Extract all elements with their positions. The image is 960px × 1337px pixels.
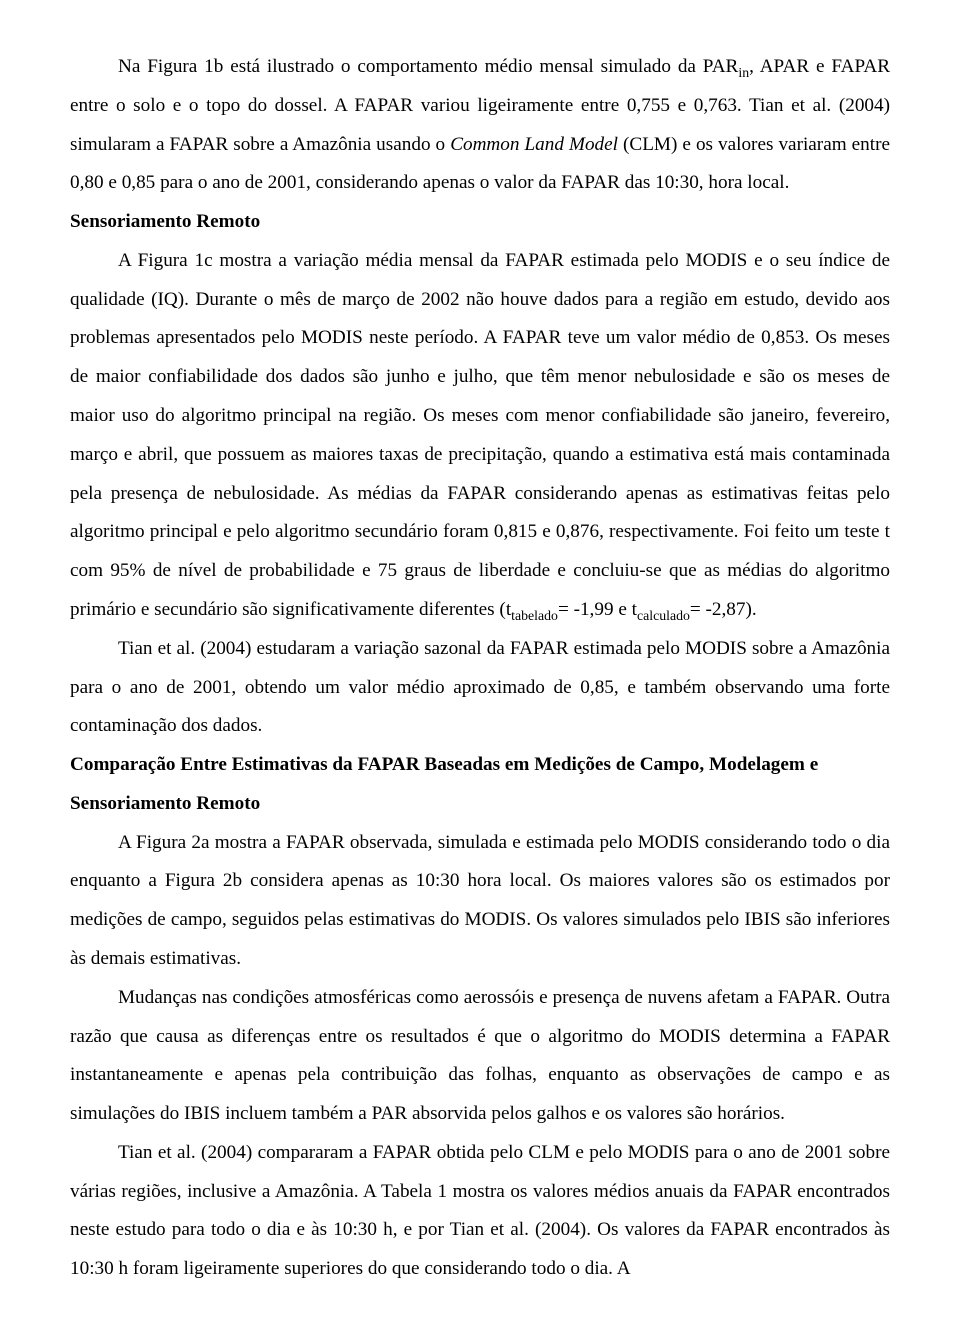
text-run: Na Figura 1b está ilustrado o comportame… — [118, 56, 738, 77]
body-paragraph: Na Figura 1b está ilustrado o comportame… — [70, 48, 890, 203]
body-paragraph: A Figura 1c mostra a variação média mens… — [70, 242, 890, 630]
text-run: Tian et al. (2004) estudaram a variação … — [70, 638, 890, 737]
text-run: = -1,99 e t — [558, 599, 637, 620]
subscript: calculado — [637, 608, 690, 623]
body-paragraph: Mudanças nas condições atmosféricas como… — [70, 979, 890, 1134]
text-run: Mudanças nas condições atmosféricas como… — [70, 987, 890, 1124]
body-paragraph: A Figura 2a mostra a FAPAR observada, si… — [70, 824, 890, 979]
italic-term: Common Land Model — [450, 134, 618, 155]
heading-text: Sensoriamento Remoto — [70, 211, 260, 232]
subscript: in — [738, 65, 749, 80]
text-run: A Figura 1c mostra a variação média mens… — [70, 250, 890, 620]
heading-text: Comparação Entre Estimativas da FAPAR Ba… — [70, 754, 818, 814]
text-run: = -2,87). — [690, 599, 757, 620]
section-heading: Comparação Entre Estimativas da FAPAR Ba… — [70, 746, 890, 824]
subscript: tabelado — [511, 608, 558, 623]
section-heading: Sensoriamento Remoto — [70, 203, 890, 242]
text-run: A Figura 2a mostra a FAPAR observada, si… — [70, 832, 890, 969]
body-paragraph: Tian et al. (2004) compararam a FAPAR ob… — [70, 1134, 890, 1289]
body-paragraph: Tian et al. (2004) estudaram a variação … — [70, 630, 890, 746]
